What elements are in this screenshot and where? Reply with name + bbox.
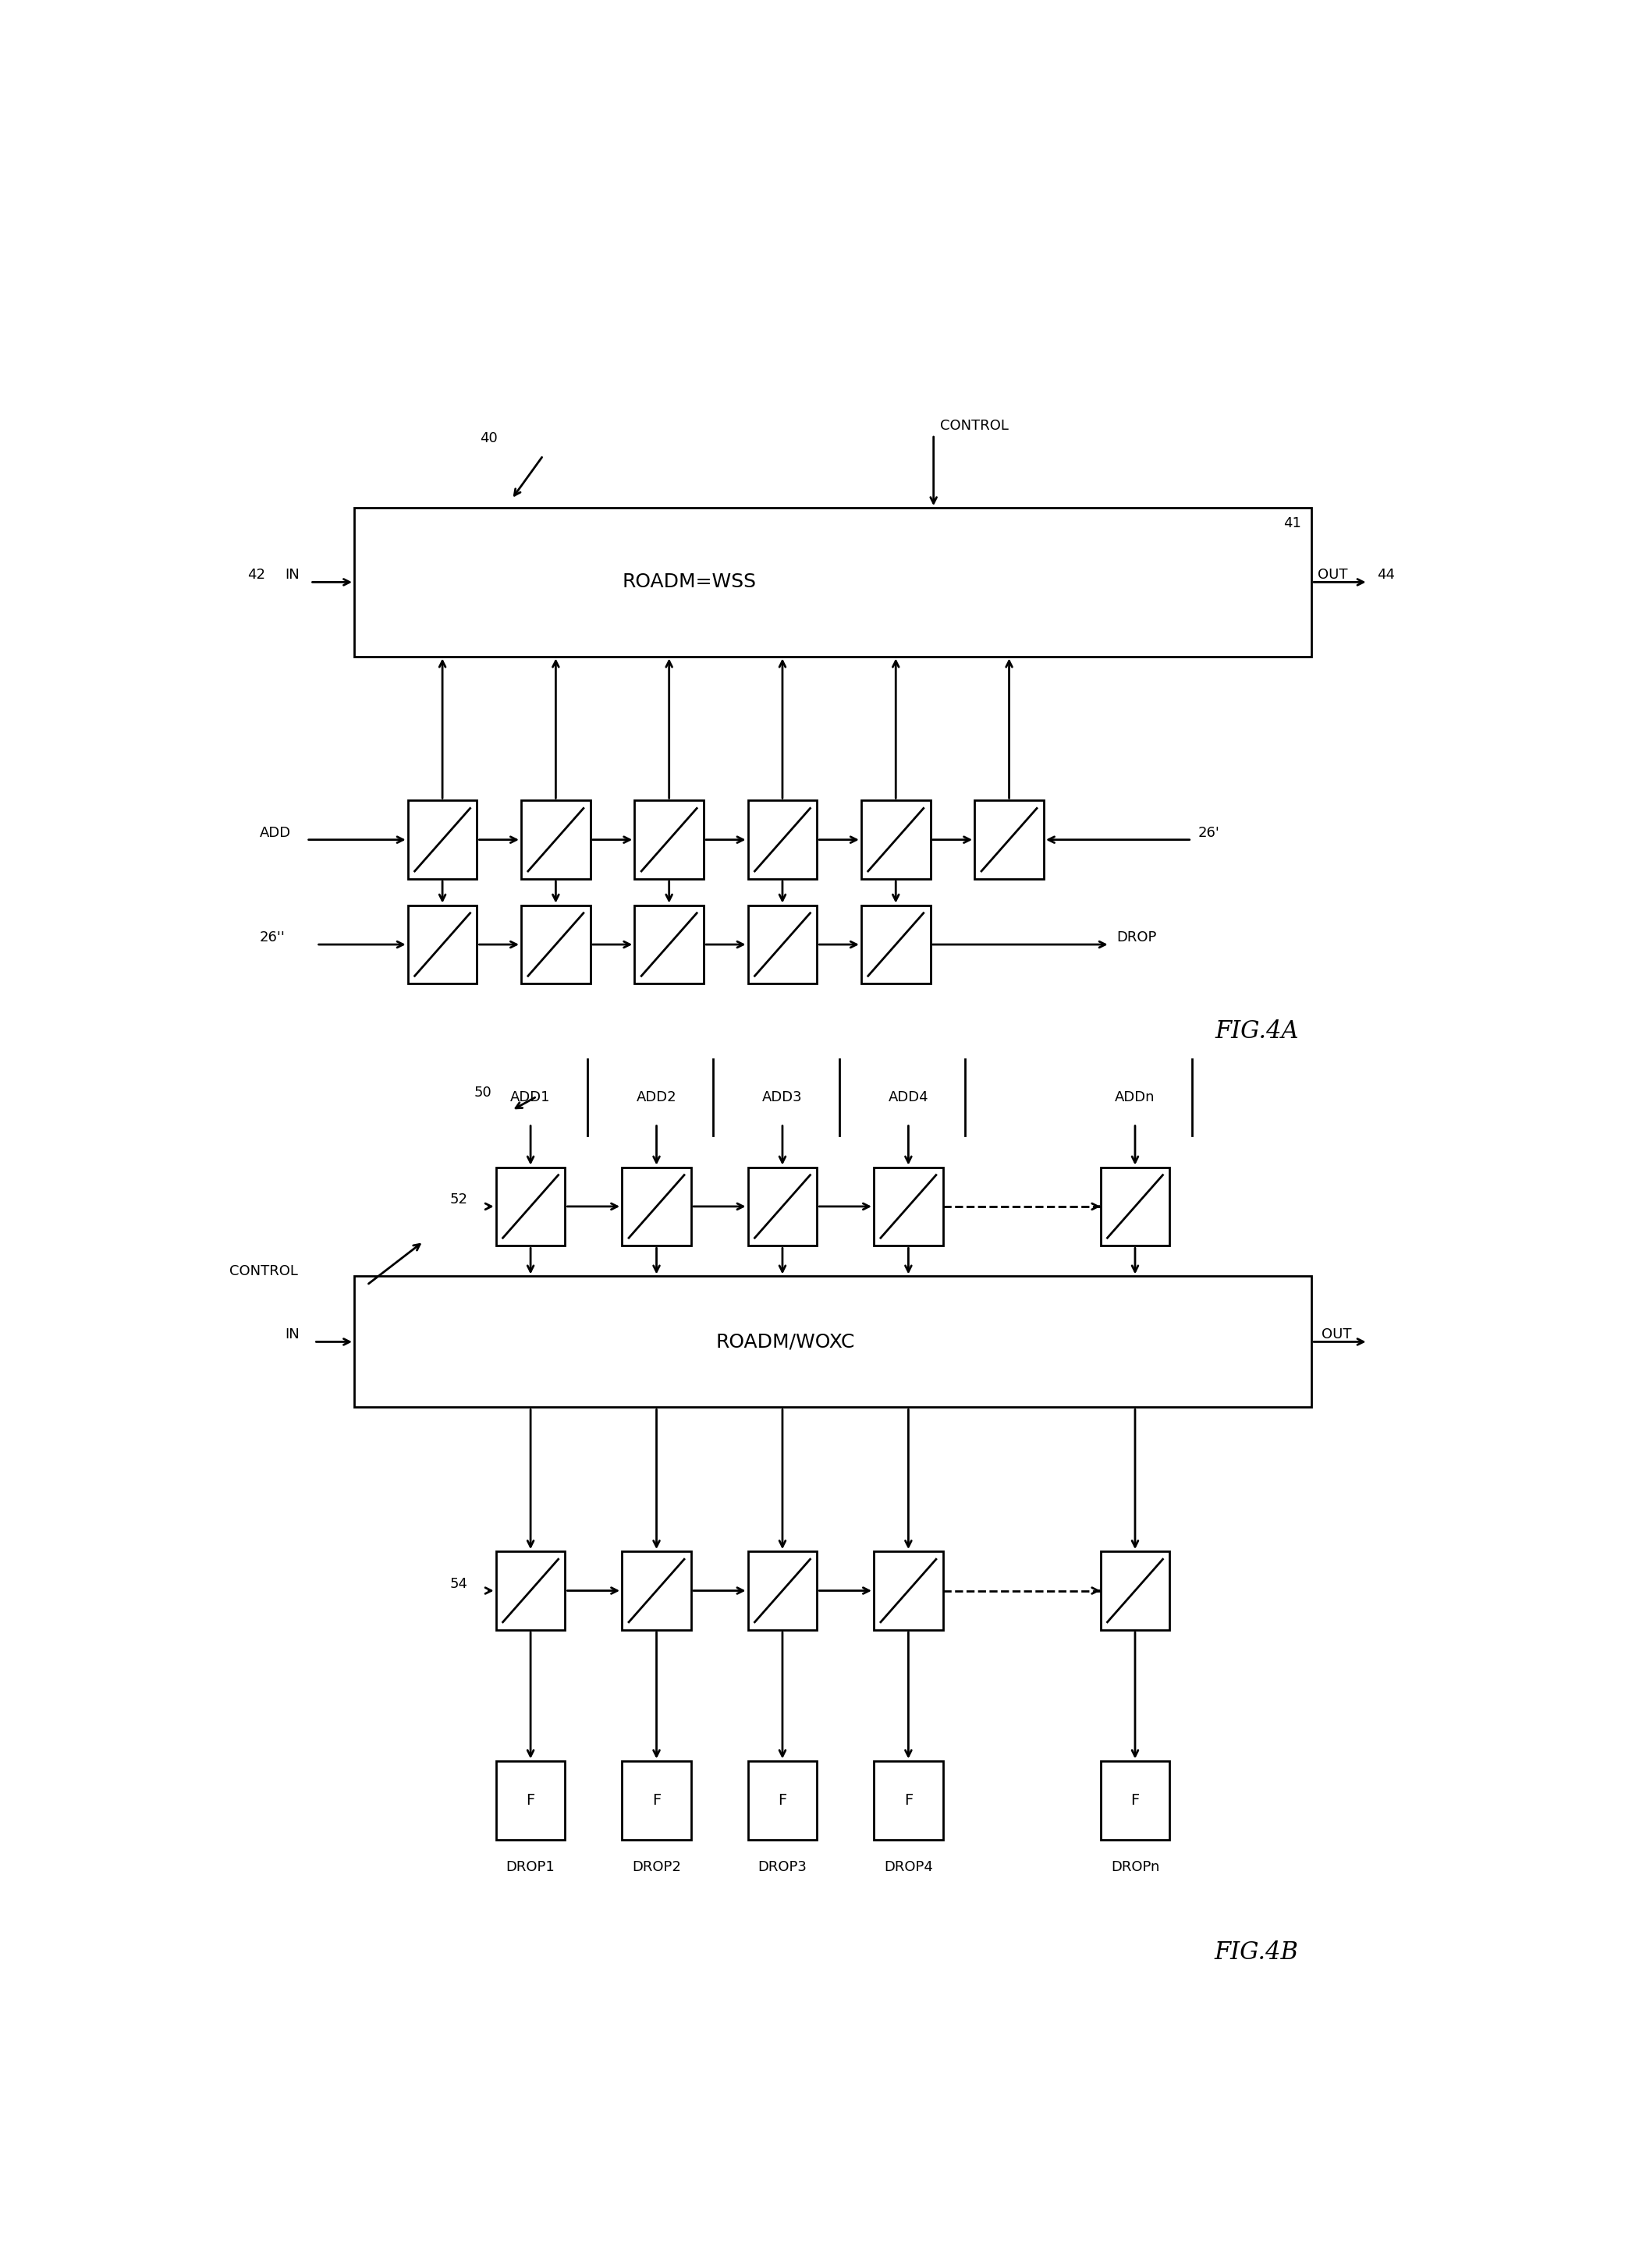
Text: 40: 40 — [481, 431, 497, 445]
Text: CONTROL: CONTROL — [939, 420, 1009, 433]
Text: 41: 41 — [1284, 517, 1302, 531]
Text: F: F — [778, 1792, 786, 1808]
Text: DROP3: DROP3 — [757, 1860, 808, 1876]
Text: DROP1: DROP1 — [505, 1860, 556, 1876]
Text: FIG.4A: FIG.4A — [1216, 1021, 1298, 1043]
Text: F: F — [527, 1792, 535, 1808]
Text: F: F — [652, 1792, 661, 1808]
Bar — [861, 801, 931, 880]
Text: ROADM=WSS: ROADM=WSS — [622, 574, 756, 592]
Text: F: F — [1131, 1792, 1139, 1808]
Bar — [1100, 1551, 1170, 1631]
Text: OUT: OUT — [1318, 569, 1347, 583]
Text: DROP2: DROP2 — [632, 1860, 681, 1876]
Text: ADD2: ADD2 — [637, 1091, 676, 1105]
Text: ADDn: ADDn — [1115, 1091, 1155, 1105]
Text: 26'': 26'' — [260, 930, 286, 943]
Bar — [874, 1551, 942, 1631]
Bar — [634, 905, 704, 984]
Bar — [874, 1760, 942, 1839]
Bar — [496, 1760, 566, 1839]
Bar — [522, 801, 590, 880]
Text: DROP: DROP — [1116, 930, 1157, 943]
Bar — [748, 905, 817, 984]
Bar — [408, 801, 478, 880]
Bar — [622, 1168, 691, 1245]
Text: 26': 26' — [1198, 826, 1220, 839]
Bar — [354, 1277, 1311, 1406]
Bar — [1100, 1168, 1170, 1245]
Bar — [975, 801, 1043, 880]
Bar — [861, 905, 931, 984]
Text: OUT: OUT — [1321, 1327, 1352, 1343]
Text: DROPn: DROPn — [1112, 1860, 1159, 1876]
Text: CONTROL: CONTROL — [229, 1263, 297, 1279]
Text: DROP4: DROP4 — [884, 1860, 933, 1876]
Bar — [354, 508, 1311, 655]
Text: 44: 44 — [1376, 569, 1394, 583]
Text: F: F — [904, 1792, 913, 1808]
Bar — [408, 905, 478, 984]
Text: 42: 42 — [247, 569, 265, 583]
Bar — [496, 1551, 566, 1631]
Bar — [874, 1168, 942, 1245]
Text: IN: IN — [284, 569, 299, 583]
Bar — [622, 1760, 691, 1839]
Bar — [634, 801, 704, 880]
Text: ROADM/WOXC: ROADM/WOXC — [715, 1331, 855, 1352]
Bar — [748, 1168, 817, 1245]
Text: ADD1: ADD1 — [510, 1091, 551, 1105]
Text: IN: IN — [284, 1327, 299, 1343]
Bar — [748, 1551, 817, 1631]
Text: 54: 54 — [450, 1576, 468, 1590]
Bar — [1100, 1760, 1170, 1839]
Text: 50: 50 — [474, 1086, 492, 1100]
Text: ADD4: ADD4 — [889, 1091, 928, 1105]
Text: ADD3: ADD3 — [762, 1091, 803, 1105]
Bar — [622, 1551, 691, 1631]
Bar — [748, 801, 817, 880]
Text: FIG.4B: FIG.4B — [1214, 1939, 1298, 1964]
Bar — [748, 1760, 817, 1839]
Text: 52: 52 — [450, 1193, 468, 1207]
Bar — [496, 1168, 566, 1245]
Text: ADD: ADD — [260, 826, 291, 839]
Bar — [522, 905, 590, 984]
